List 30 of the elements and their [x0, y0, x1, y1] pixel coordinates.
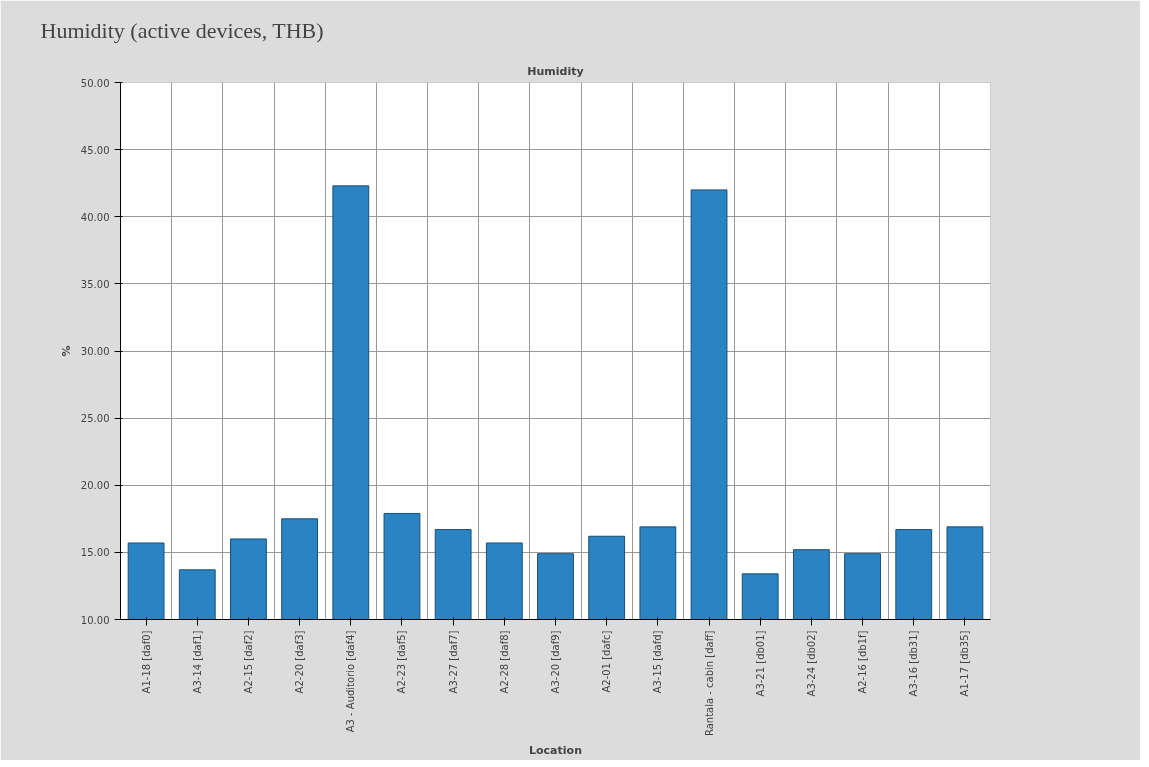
x-axis-title: Location — [529, 744, 582, 758]
y-tick-label: 30.00 — [80, 346, 110, 357]
x-tick-label: A1-17 [db35] — [959, 630, 971, 697]
y-tick-label: 35.00 — [80, 278, 110, 290]
x-tick-label: Rantala - cabin [daff] — [703, 630, 715, 737]
x-tick-label: A3-27 [daf7] — [447, 630, 459, 694]
x-tick-label: A3-21 [db01] — [754, 630, 766, 697]
y-axis-title: % — [59, 345, 73, 357]
y-tick-label: 50.00 — [80, 77, 110, 89]
x-tick-label: A2-23 [daf5] — [396, 630, 408, 694]
y-tick-label: 10.00 — [80, 614, 110, 626]
x-tick-label: A2-20 [daf3] — [294, 630, 306, 694]
chart-title: Humidity (active devices, THB) — [40, 17, 324, 43]
chart-subtitle: Humidity — [527, 64, 584, 78]
x-tick-label: A2-01 [dafc] — [601, 630, 613, 693]
y-tick-label: 25.00 — [80, 413, 110, 425]
x-tick-label: A3-14 [daf1] — [191, 630, 203, 694]
x-tick-label: A3-16 [db31] — [908, 630, 920, 697]
y-tick-label: 15.00 — [80, 547, 110, 559]
y-tick-label: 45.00 — [80, 144, 110, 156]
x-tick-label: A2-28 [daf8] — [498, 630, 510, 694]
x-tick-label: A2-15 [daf2] — [242, 630, 254, 694]
x-tick-label: A1-18 [daf0] — [140, 630, 152, 694]
y-tick-label: 40.00 — [80, 211, 110, 223]
x-tick-label: A3-24 [db02] — [805, 630, 817, 697]
x-tick-label: A2-16 [db1f] — [857, 630, 869, 694]
x-tick-label: A3-20 [daf9] — [550, 630, 561, 694]
x-tick-label: A3-15 [dafd] — [652, 630, 664, 694]
x-tick-label: A3 - Auditorio [daf4] — [345, 630, 357, 733]
y-tick-label: 20.00 — [80, 480, 110, 492]
